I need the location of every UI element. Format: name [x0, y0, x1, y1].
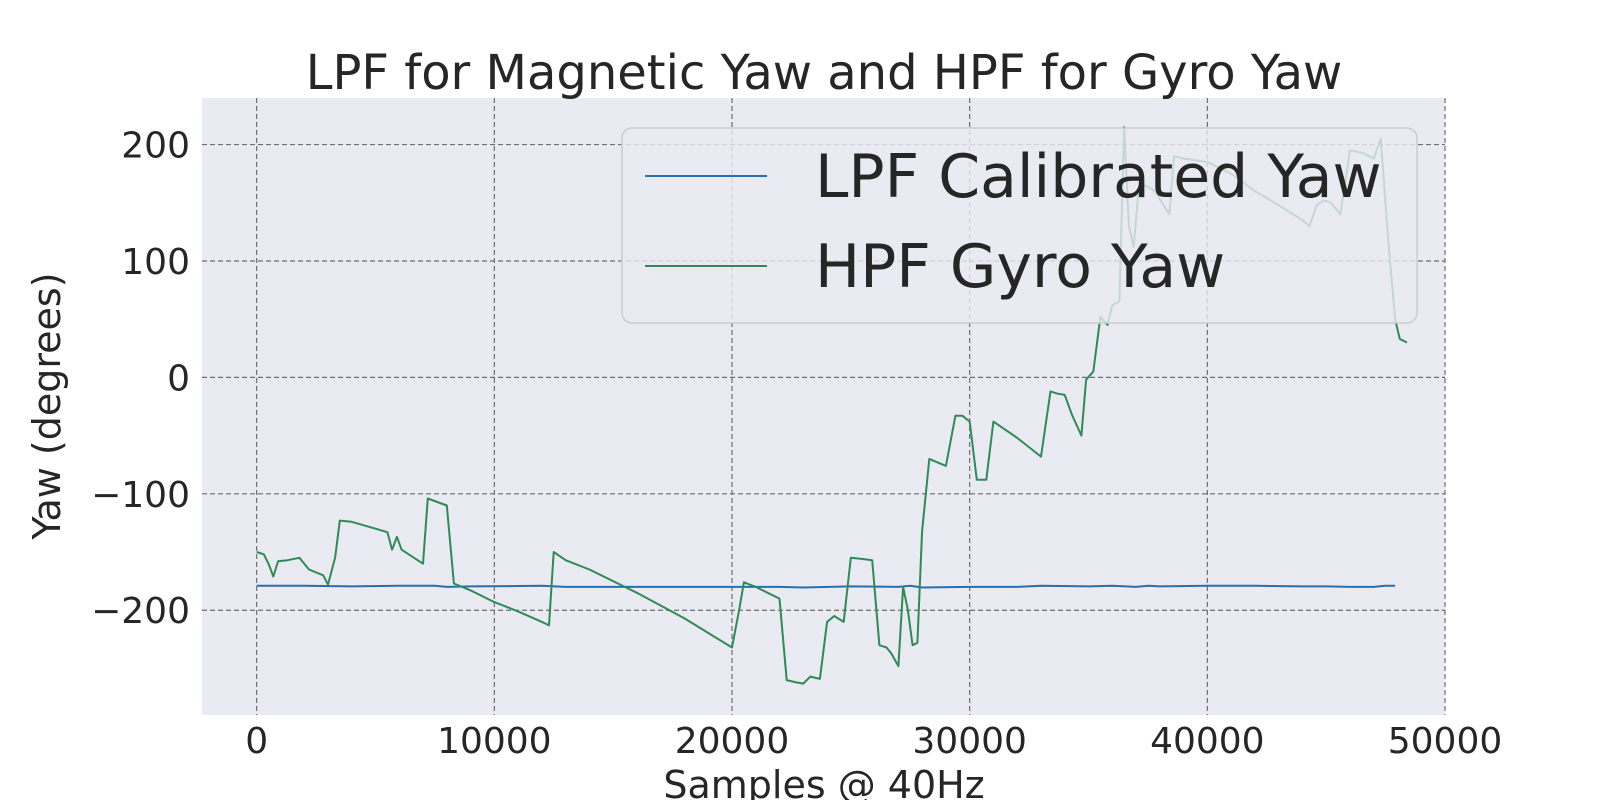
- y-tick-label: −100: [91, 475, 190, 516]
- y-tick-label: 0: [167, 358, 190, 399]
- x-tick-label: 40000: [1150, 721, 1265, 762]
- legend-label-hpf: HPF Gyro Yaw: [815, 232, 1225, 302]
- x-tick-label: 30000: [912, 721, 1027, 762]
- legend: LPF Calibrated Yaw HPF Gyro Yaw: [621, 127, 1418, 324]
- series-line-lpf-calibrated-yaw: [256, 584, 1396, 589]
- x-tick-label: 10000: [437, 721, 552, 762]
- x-tick-label: 20000: [675, 721, 790, 762]
- chart-title: LPF for Magnetic Yaw and HPF for Gyro Ya…: [306, 45, 1343, 101]
- legend-box: [621, 127, 1418, 324]
- grid-layer: [202, 98, 1446, 715]
- tick-layer: 0 10000 20000 30000 40000 50000 200 100 0 −100 −20…: [91, 126, 1502, 762]
- x-axis-label: Samples @ 40Hz: [663, 763, 984, 800]
- y-tick-label: 100: [121, 242, 190, 283]
- y-tick-label: 200: [121, 126, 190, 167]
- x-tick-label: 0: [245, 721, 268, 762]
- x-tick-label: 50000: [1388, 721, 1503, 762]
- legend-label-lpf: LPF Calibrated Yaw: [815, 142, 1382, 212]
- y-tick-label: −200: [91, 591, 190, 632]
- y-axis-label: Yaw (degrees): [25, 272, 69, 540]
